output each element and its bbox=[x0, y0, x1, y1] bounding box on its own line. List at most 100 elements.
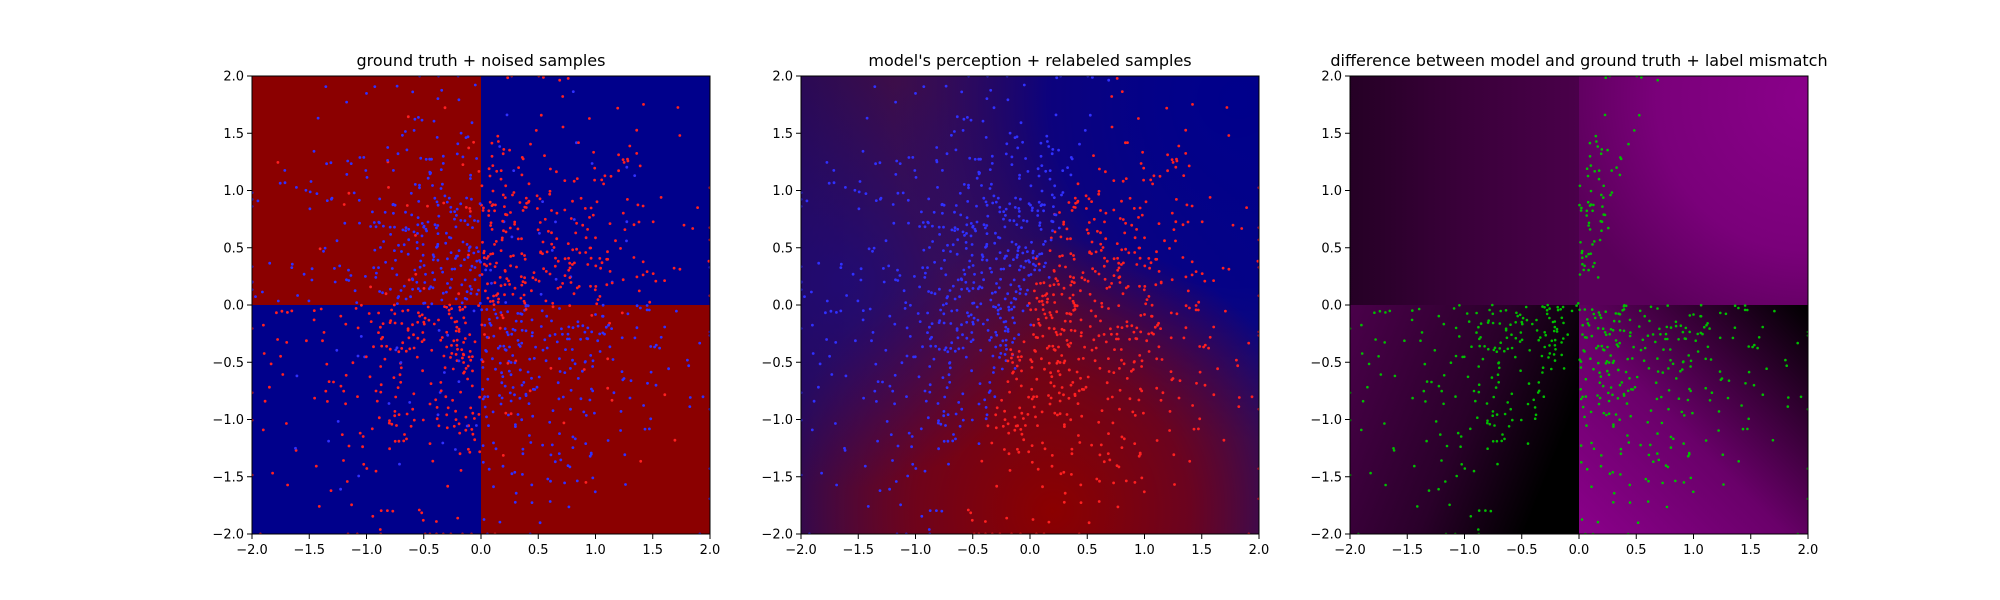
scatter-point bbox=[998, 236, 1002, 240]
scatter-point bbox=[518, 201, 522, 204]
scatter-point bbox=[443, 366, 447, 370]
scatter-point bbox=[1007, 452, 1011, 456]
scatter-point bbox=[295, 186, 298, 189]
scatter-point bbox=[1600, 193, 1603, 197]
scatter-point bbox=[607, 323, 610, 327]
scatter-point bbox=[495, 316, 499, 320]
scatter-point bbox=[1037, 262, 1041, 266]
scatter-point bbox=[1035, 377, 1039, 381]
plot-background bbox=[1350, 76, 1808, 534]
scatter-point bbox=[364, 275, 367, 278]
scatter-point bbox=[1535, 318, 1538, 322]
scatter-point bbox=[859, 278, 863, 282]
scatter-point bbox=[435, 226, 438, 230]
scatter-point bbox=[544, 299, 548, 303]
scatter-point bbox=[1498, 366, 1501, 370]
scatter-point bbox=[1696, 332, 1699, 336]
scatter-point bbox=[1057, 345, 1060, 349]
scatter-point bbox=[857, 207, 861, 211]
scatter-point bbox=[1022, 219, 1025, 222]
scatter-point bbox=[1078, 142, 1081, 146]
scatter-point bbox=[555, 170, 558, 174]
scatter-point bbox=[1088, 251, 1091, 255]
scatter-point bbox=[1102, 460, 1106, 464]
scatter-point bbox=[1628, 483, 1632, 487]
scatter-point bbox=[970, 243, 974, 246]
scatter-point bbox=[1120, 358, 1123, 362]
scatter-point bbox=[1048, 311, 1052, 314]
scatter-point bbox=[421, 518, 425, 522]
scatter-point bbox=[487, 214, 491, 217]
scatter-point bbox=[1140, 365, 1143, 368]
scatter-point bbox=[1139, 330, 1143, 334]
scatter-point bbox=[1796, 341, 1799, 345]
scatter-point bbox=[1556, 305, 1559, 309]
scatter-point bbox=[1601, 348, 1605, 351]
scatter-point bbox=[441, 182, 444, 186]
scatter-point bbox=[586, 263, 590, 266]
scatter-point bbox=[940, 202, 944, 206]
scatter-point bbox=[1537, 338, 1540, 342]
scatter-point bbox=[1102, 333, 1106, 336]
scatter-point bbox=[1062, 470, 1066, 474]
scatter-point bbox=[593, 490, 597, 494]
scatter-point bbox=[1058, 361, 1062, 364]
scatter-point bbox=[450, 316, 453, 320]
scatter-point bbox=[457, 422, 461, 426]
scatter-point bbox=[559, 285, 562, 289]
scatter-point bbox=[1170, 211, 1174, 215]
scatter-point bbox=[1050, 193, 1054, 197]
scatter-point bbox=[509, 264, 512, 268]
scatter-point bbox=[1097, 334, 1101, 338]
scatter-point bbox=[988, 266, 992, 270]
scatter-point bbox=[1006, 98, 1010, 102]
scatter-point bbox=[968, 156, 972, 160]
scatter-point bbox=[1614, 312, 1618, 315]
scatter-point bbox=[1625, 402, 1629, 405]
scatter-point bbox=[498, 361, 502, 365]
scatter-point bbox=[1066, 166, 1069, 170]
scatter-point bbox=[1496, 373, 1500, 377]
scatter-point bbox=[486, 296, 490, 300]
scatter-point bbox=[1075, 370, 1079, 374]
scatter-point bbox=[1128, 196, 1132, 200]
scatter-point bbox=[1117, 261, 1121, 265]
scatter-point bbox=[588, 117, 591, 120]
scatter-point bbox=[271, 471, 274, 475]
scatter-point bbox=[1622, 304, 1626, 308]
scatter-point bbox=[486, 282, 489, 286]
scatter-point bbox=[469, 406, 473, 410]
scatter-point bbox=[635, 128, 639, 132]
scatter-point bbox=[985, 203, 989, 207]
scatter-point bbox=[1027, 301, 1031, 305]
scatter-point bbox=[1240, 227, 1244, 230]
scatter-point bbox=[1017, 284, 1021, 288]
scatter-point bbox=[427, 287, 431, 291]
scatter-point bbox=[1018, 406, 1022, 410]
scatter-point bbox=[953, 229, 957, 233]
scatter-point bbox=[935, 159, 938, 162]
scatter-point bbox=[967, 289, 971, 293]
scatter-point bbox=[1609, 386, 1613, 389]
scatter-point bbox=[1231, 223, 1235, 227]
scatter-point bbox=[1178, 379, 1182, 383]
scatter-point bbox=[455, 338, 459, 342]
scatter-point bbox=[867, 247, 871, 251]
scatter-point bbox=[1081, 357, 1085, 360]
scatter-point bbox=[1581, 323, 1584, 327]
scatter-point bbox=[1142, 288, 1146, 292]
scatter-point bbox=[576, 320, 580, 324]
scatter-point bbox=[373, 248, 377, 252]
scatter-point bbox=[564, 348, 567, 351]
scatter-point bbox=[663, 279, 666, 282]
scatter-point bbox=[1062, 286, 1066, 290]
scatter-point bbox=[407, 336, 411, 340]
scatter-point bbox=[465, 297, 469, 301]
scatter-point bbox=[1018, 173, 1021, 177]
scatter-point bbox=[832, 181, 836, 185]
scatter-point bbox=[1608, 472, 1612, 476]
scatter-point bbox=[1142, 178, 1145, 182]
scatter-point bbox=[1197, 300, 1201, 304]
scatter-point bbox=[530, 376, 533, 380]
scatter-point bbox=[361, 435, 365, 438]
